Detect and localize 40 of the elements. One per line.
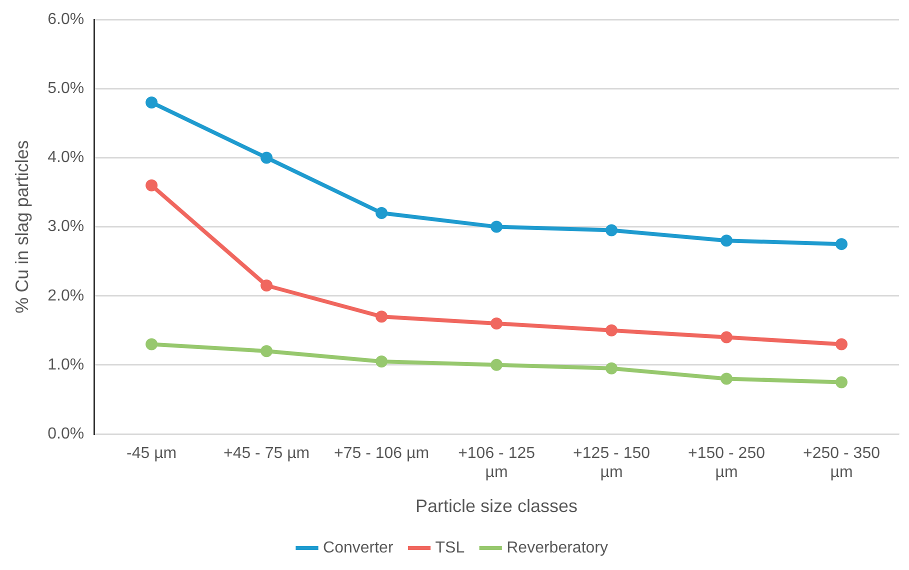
point [606,224,618,236]
x-tick-label: +45 - 75 µm [223,445,310,462]
x-tick-label: +150 - 250 µm [688,445,766,482]
x-tick-label: +106 - 125 µm [458,445,536,482]
point [720,331,733,344]
point [376,355,388,368]
x-tick-label: +125 - 150 µm [573,445,650,482]
point [606,362,618,374]
y-tick-label: 4.0% [48,149,84,166]
point [490,317,503,330]
x-tick-label: +250 - 350 µm [803,445,880,482]
point [376,206,388,219]
point [146,96,158,108]
point [720,234,733,247]
point [606,324,618,336]
y-tick-label: 0.0% [48,425,84,442]
y-tick-label: 6.0% [48,11,84,28]
legend-label: Converter [323,539,394,556]
x-tick-label: -45 µm [126,445,177,462]
x-tick-label: +75 - 106 µm [334,445,430,462]
y-tick-label: 2.0% [48,287,84,304]
point [836,376,848,388]
point [260,280,273,292]
point [260,345,273,358]
point [490,358,503,371]
y-tick-label: 5.0% [48,80,84,98]
point [146,179,158,192]
point [376,310,388,323]
point [836,238,848,250]
point [490,220,503,233]
y-axis-title: % Cu in slag particles [12,140,32,314]
y-tick-label: 1.0% [48,356,84,374]
legend-label: Reverberatory [506,539,608,556]
point [146,338,158,350]
point [260,152,273,164]
y-tick-label: 3.0% [48,218,84,236]
point [836,338,848,350]
point [720,372,733,385]
x-axis-title: Particle size classes [416,496,578,516]
legend-label: TSL [435,539,465,556]
